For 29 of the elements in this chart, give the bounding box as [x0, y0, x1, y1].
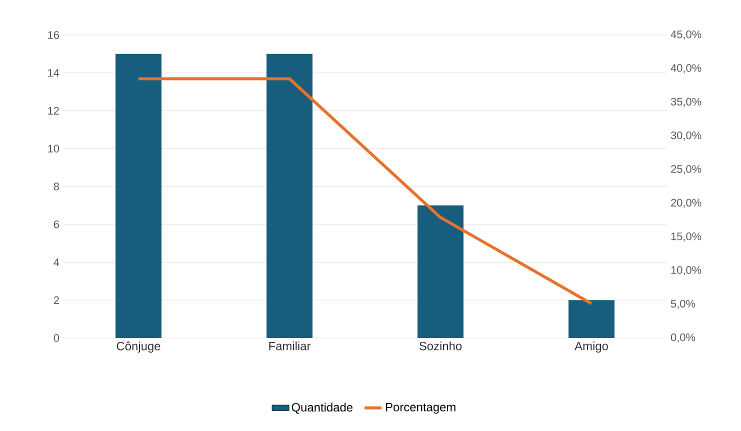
y2-tick-label: 5,0% — [670, 300, 696, 309]
y2-tick-label: 25,0% — [671, 165, 702, 174]
y-tick-label: 14 — [48, 69, 60, 77]
bar — [568, 300, 615, 338]
y2-tick-label: 0,0% — [670, 333, 696, 343]
y-tick-label: 16 — [48, 31, 59, 39]
y-tick-label: 4 — [54, 258, 60, 266]
y2-tick-label: 20,0% — [671, 198, 702, 208]
legend-label: Quantidade — [292, 402, 353, 414]
legend-label: Porcentagem — [386, 403, 456, 414]
y2-tick-label: 15,0% — [671, 232, 702, 242]
x-tick-label: Cônjuge — [116, 342, 160, 353]
y-tick-label: 6 — [54, 220, 59, 228]
y2-tick-label: 35,0% — [670, 98, 702, 107]
y2-tick-label: 45,0% — [670, 30, 702, 40]
x-tick-label: Amigo — [574, 342, 608, 353]
x-tick-label: Sozinho — [419, 342, 462, 350]
y-tick-label: 2 — [54, 296, 59, 304]
bar — [418, 205, 464, 338]
y2-tick-label: 40,0% — [670, 64, 702, 74]
y-tick-label: 12 — [48, 106, 59, 115]
y-tick-label: 8 — [54, 182, 59, 190]
y-tick-label: 0 — [54, 334, 60, 342]
y-tick-label: 10 — [48, 144, 60, 153]
x-tick-label: Familiar — [269, 342, 311, 350]
y2-tick-label: 10,0% — [671, 266, 702, 276]
y2-tick-label: 30,0% — [670, 131, 702, 141]
bar — [266, 54, 313, 338]
bar — [116, 54, 162, 338]
